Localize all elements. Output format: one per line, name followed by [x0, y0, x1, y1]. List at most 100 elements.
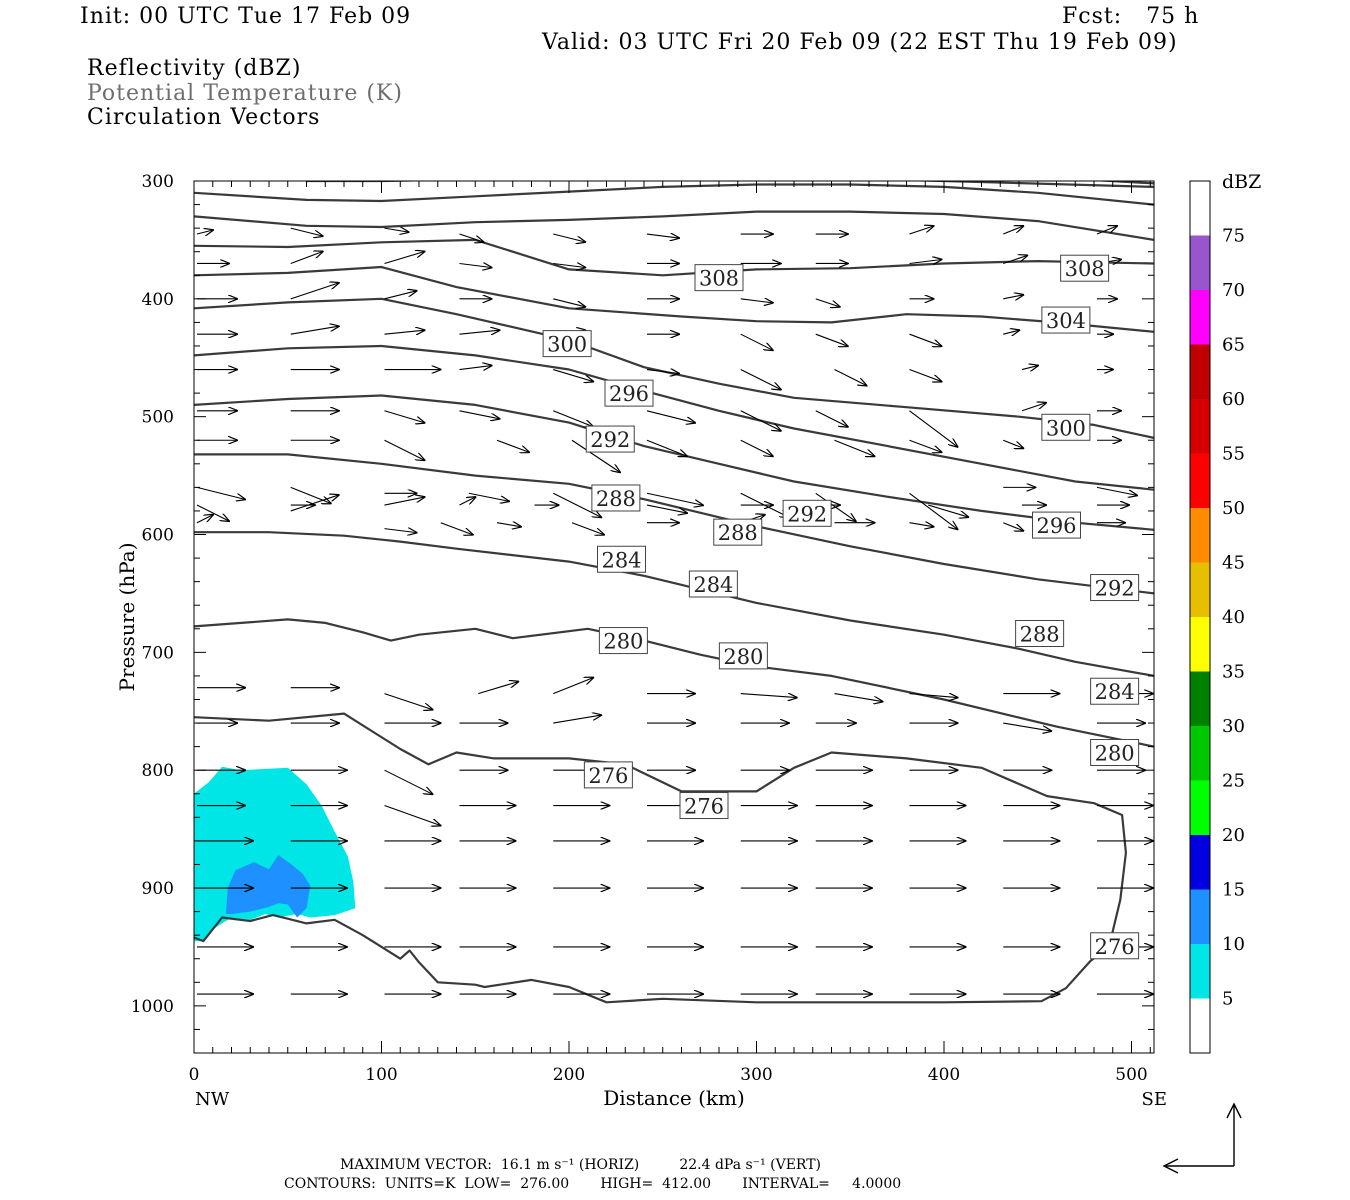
- contour-label-text: 292: [787, 502, 827, 526]
- circulation-vector: [646, 370, 679, 374]
- circulation-vector: [290, 283, 339, 300]
- theta-contour-312: [194, 210, 1154, 241]
- init-time: Init: 00 UTC Tue 17 Feb 09: [80, 4, 412, 29]
- circulation-vector: [459, 410, 500, 419]
- contour-label-text: 284: [693, 573, 733, 597]
- circulation-vector: [815, 410, 848, 427]
- contour-label-276: 276: [679, 792, 729, 820]
- colorbar-label: 55: [1222, 444, 1245, 465]
- plot-frame: [193, 180, 1155, 1054]
- y-tick-label: 700: [142, 643, 174, 663]
- circulation-vector: [290, 326, 339, 335]
- axis-labels: 0 100 200 300 400 500 300 400 500 600 700 800 900 100…: [131, 172, 1148, 1085]
- colorbar-segment: [1190, 780, 1210, 835]
- circulation-vector: [909, 492, 958, 529]
- contour-label-box: [1041, 306, 1091, 334]
- circulation-vector: [740, 492, 789, 517]
- contour-label-box: [1090, 932, 1140, 960]
- circulation-vector: [384, 291, 417, 300]
- circulation-vector: [909, 226, 934, 235]
- circulation-vector: [440, 522, 473, 535]
- contour-label-308: 308: [1060, 254, 1110, 282]
- tick-layer: [193, 180, 1154, 1054]
- colorbar-segment: [1190, 181, 1210, 236]
- field-potential-temperature: Potential Temperature (K): [87, 81, 403, 106]
- circulation-vector: [909, 694, 958, 698]
- circulation-vector: [740, 410, 781, 431]
- contour-label-text: 288: [718, 521, 758, 545]
- circulation-vector: [196, 504, 229, 521]
- circulation-vector: [459, 233, 484, 242]
- contour-label-box: [1060, 254, 1110, 282]
- contour-label-text: 308: [699, 267, 739, 291]
- contour-label-text: 296: [1036, 514, 1076, 538]
- contour-label-text: 280: [603, 630, 643, 654]
- theta-contour-284: [194, 531, 1154, 677]
- circulation-vector: [646, 234, 679, 238]
- colorbar-segment: [1190, 344, 1210, 399]
- circulation-vector: [196, 486, 245, 499]
- contour-label-308: 308: [694, 264, 744, 292]
- theta-contour-316: [194, 183, 1154, 206]
- theta-contour-276: [194, 712, 1128, 1004]
- colorbar-segment: [1190, 508, 1210, 563]
- circulation-vector: [553, 298, 585, 307]
- circulation-vector: [1021, 403, 1046, 412]
- colorbar: 5 10 15 20 25 30 35 40 45 50 55 60 65 70 75: [1189, 180, 1245, 1054]
- contour-label-text: 292: [590, 428, 630, 452]
- circulation-vector: [459, 497, 476, 506]
- circulation-vector: [384, 330, 425, 334]
- y-tick-label: 300: [142, 172, 174, 192]
- contour-label-288: 288: [713, 518, 763, 546]
- circulation-vector: [646, 492, 703, 505]
- contour-label-box: [679, 792, 729, 820]
- colorbar-segment: [1190, 835, 1210, 890]
- contour-label-box: [1090, 739, 1140, 767]
- contour-label-layer: 308 308 304 300 300 296 296 292 292 292 288 288 288 2…: [542, 254, 1140, 960]
- contour-label-box: [1090, 677, 1140, 705]
- circulation-vector: [1003, 226, 1023, 235]
- colorbar-segment: [1190, 562, 1210, 617]
- contour-label-text: 304: [1046, 309, 1086, 333]
- contour-label-text: 300: [547, 333, 587, 357]
- circulation-vector: [909, 523, 934, 527]
- circulation-vector: [815, 298, 840, 307]
- contour-label-284: 284: [597, 545, 646, 573]
- colorbar-label: 50: [1222, 498, 1245, 519]
- colorbar-label: 65: [1222, 335, 1245, 356]
- circulation-vector: [459, 330, 500, 334]
- contour-label-box: [585, 425, 635, 453]
- contour-label-box: [583, 761, 633, 789]
- x-tick-label: 100: [365, 1065, 397, 1085]
- contour-label-300: 300: [542, 330, 592, 358]
- circulation-vector: [496, 523, 521, 527]
- circulation-vector: [553, 263, 585, 267]
- circulation-vector: [384, 410, 425, 423]
- x-tick-label: 200: [553, 1065, 585, 1085]
- y-tick-label: 600: [142, 526, 174, 546]
- circulation-vector: [928, 504, 968, 517]
- contour-label-box: [591, 484, 641, 512]
- x-tick-label: 500: [1115, 1065, 1147, 1085]
- colorbar-label: 30: [1222, 716, 1245, 737]
- circulation-vector: [459, 263, 492, 267]
- colorbar-frame: [1189, 180, 1211, 1054]
- circulation-vector: [384, 529, 417, 533]
- contour-label-box: [1090, 574, 1140, 602]
- theta-contour-288: [194, 453, 1154, 595]
- circulation-vector: [384, 228, 409, 232]
- circulation-vector: [1003, 439, 1023, 448]
- y-tick-label: 1000: [131, 997, 174, 1017]
- circulation-vector: [384, 693, 433, 710]
- contour-label-288: 288: [591, 484, 641, 512]
- contour-label-box: [1041, 413, 1091, 441]
- circulation-vector: [553, 715, 601, 724]
- contour-label-text: 276: [1095, 935, 1135, 959]
- forecast-hour: Fcst: 75 h: [1062, 4, 1200, 29]
- circulation-vector: [1003, 330, 1019, 334]
- colorbar-label: 5: [1222, 989, 1233, 1010]
- circulation-vector: [1003, 522, 1023, 531]
- circulation-vector: [384, 497, 425, 506]
- contour-label-292: 292: [1090, 574, 1140, 602]
- circulation-vector: [478, 682, 518, 695]
